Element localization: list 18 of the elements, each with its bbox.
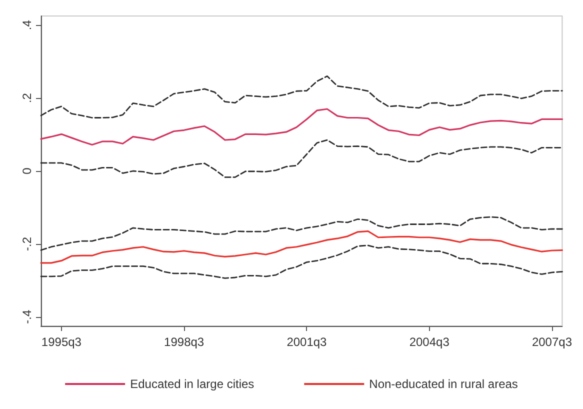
line-series — [40, 108, 563, 146]
y-tick-label: -.2 — [20, 236, 34, 251]
x-tick-label: 2007q3 — [532, 335, 572, 349]
line-series — [40, 75, 563, 118]
line-series — [40, 230, 563, 264]
x-tick-label: 2004q3 — [409, 335, 450, 349]
x-tick-label: 1998q3 — [164, 335, 204, 349]
y-tick-label: .2 — [20, 92, 34, 104]
y-tick-label: .4 — [20, 20, 34, 30]
x-tick-label: 1995q3 — [41, 335, 82, 349]
line-series — [40, 244, 563, 279]
line-series — [40, 216, 563, 251]
legend-label: Non-educated in rural areas — [369, 377, 518, 391]
x-tick-label: 2001q3 — [286, 335, 328, 349]
legend-label: Educated in large cities — [130, 377, 254, 391]
y-tick-label: -.4 — [20, 310, 34, 324]
line-series — [40, 139, 563, 178]
y-tick-label: 0 — [20, 167, 34, 174]
